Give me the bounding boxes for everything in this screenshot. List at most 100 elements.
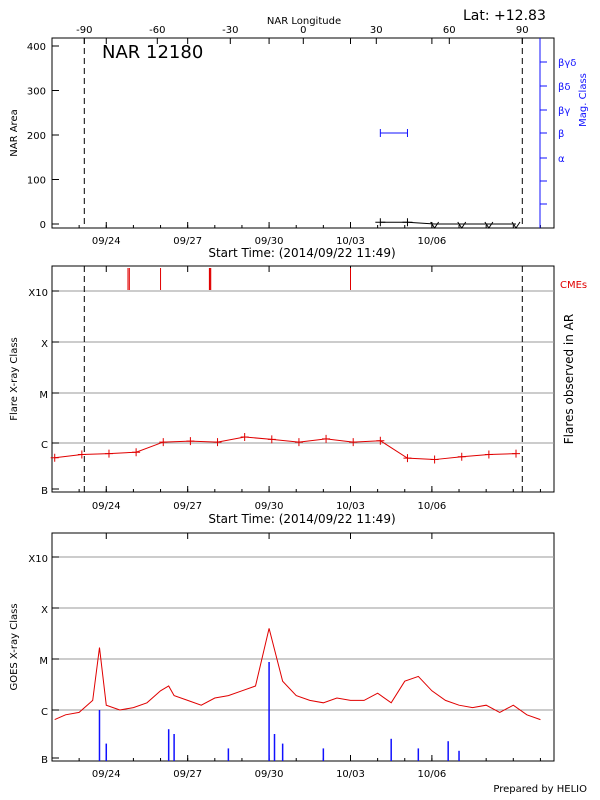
x-tick-label: 09/27: [173, 769, 202, 780]
y-tick-label: X10: [28, 554, 48, 565]
area-series: [375, 218, 521, 229]
panel2-grid: [52, 290, 554, 444]
flare-point: [430, 455, 439, 464]
y-tick-label: 0: [40, 220, 46, 231]
x-tick-label: 10/06: [417, 769, 446, 780]
flare-point: [267, 435, 276, 444]
y-tick-label: M: [39, 390, 48, 401]
panel2-ylabel: Flare X-ray Class: [9, 337, 20, 421]
cme-label: CMEs: [560, 280, 587, 291]
flare-point: [186, 437, 195, 446]
below-limit-marker: [484, 221, 494, 229]
panel2-xlabel: Start Time: (2014/09/22 11:49): [208, 512, 395, 526]
y-tick-label: B: [41, 486, 48, 497]
panel1-top-axis: -90 -60 -30 0 30 60 90: [76, 25, 529, 44]
flare-series: [50, 433, 521, 464]
mag-tick-label: α: [558, 154, 565, 165]
panel-goes: B C M X X10 09/24 09/27 09/30 10/03 10/06 GOES X…: [9, 532, 555, 780]
flare-point: [77, 450, 86, 459]
x-tick-label: 09/27: [173, 236, 202, 247]
y-tick-label: B: [41, 755, 48, 766]
x-tick-label: 09/24: [92, 501, 121, 512]
panel3-left-axis: B C M X X10: [28, 554, 59, 766]
y-tick-label: C: [41, 707, 48, 718]
panel1-frame: [51, 37, 555, 229]
mag-tick-label: βγδ: [558, 58, 576, 69]
region-title: NAR 12180: [102, 42, 203, 63]
panel1-bottom-axis: 09/24 09/27 09/30 10/03 10/06: [51, 38, 541, 247]
mag-class-series: [379, 129, 408, 137]
panel1-right-axis: α β βγ βδ βγδ: [539, 38, 576, 228]
area-point: [402, 218, 413, 227]
x-tick-label: 09/24: [92, 236, 121, 247]
top-axis-title: NAR Longitude: [267, 16, 341, 27]
flare-point: [512, 449, 521, 458]
panel2-bottom-axis: 09/24 09/27 09/30 10/03 10/06: [51, 266, 541, 512]
mag-tick-label: βδ: [558, 82, 571, 93]
panel1-ylabel: NAR Area: [9, 109, 20, 156]
below-limit-marker: [511, 221, 521, 229]
x-tick-label: 09/27: [173, 501, 202, 512]
x-tick-label: 09/30: [255, 769, 284, 780]
below-limit-marker: [430, 221, 440, 229]
top-x-tick-label: -90: [76, 25, 92, 36]
x-tick-label: 10/06: [417, 236, 446, 247]
y-tick-label: 100: [27, 176, 46, 187]
y-tick-label: M: [39, 656, 48, 667]
y-tick-label: X: [41, 605, 48, 616]
below-limit-marker: [457, 221, 467, 229]
panel1-ylabel-right: Mag. Class: [578, 73, 589, 127]
flare-point: [376, 436, 385, 445]
top-x-tick-label: -30: [222, 25, 238, 36]
y-tick-label: X: [41, 339, 48, 350]
cme-markers: [127, 268, 351, 290]
flare-point: [240, 433, 249, 442]
flare-point: [484, 450, 493, 459]
x-tick-label: 09/24: [92, 769, 121, 780]
panel2-ylabel-right: Flares observed in AR: [562, 314, 576, 444]
flare-line: [54, 436, 517, 461]
flare-point: [50, 453, 59, 462]
y-tick-label: 400: [27, 42, 46, 53]
flare-point: [457, 452, 466, 461]
panel3-bottom-axis: 09/24 09/27 09/30 10/03 10/06: [51, 533, 541, 780]
latitude-label: Lat: +12.83: [463, 8, 546, 24]
goes-long-channel-line: [54, 628, 541, 721]
flare-point: [159, 438, 168, 447]
x-tick-label: 10/03: [336, 236, 365, 247]
y-tick-label: 200: [27, 131, 46, 142]
flare-point: [104, 449, 113, 458]
x-tick-label: 10/06: [417, 501, 446, 512]
prepared-by-label: Prepared by HELIO: [493, 784, 587, 795]
x-tick-label: 10/03: [336, 769, 365, 780]
panel2-left-axis: B C M X X10: [28, 288, 59, 497]
panel2-frame: [51, 265, 555, 493]
x-tick-label: 09/30: [255, 236, 284, 247]
x-tick-label: 10/03: [336, 501, 365, 512]
mag-tick-label: βγ: [558, 106, 570, 117]
y-tick-label: 300: [27, 87, 46, 98]
flare-point: [403, 454, 412, 463]
x-tick-label: 09/30: [255, 501, 284, 512]
goes-series: [54, 628, 541, 761]
flare-point: [349, 438, 358, 447]
flare-point: [213, 438, 222, 447]
mag-tick-label: β: [558, 129, 564, 140]
panel1-xlabel: Start Time: (2014/09/22 11:49): [208, 246, 395, 260]
top-x-tick-label: -60: [149, 25, 165, 36]
panel1-left-axis: 0 100 200 300 400: [27, 42, 59, 231]
y-tick-label: C: [41, 440, 48, 451]
area-line: [380, 221, 517, 225]
panel-flare-class: B C M X X10 09/24 09/27 09/30 10/03 10/06 CMEs F…: [9, 265, 587, 526]
top-x-tick-label: 60: [443, 25, 456, 36]
top-x-tick-label: 0: [300, 25, 306, 36]
top-x-tick-label: 90: [516, 25, 529, 36]
area-point: [375, 218, 386, 227]
flare-point: [322, 434, 331, 443]
y-tick-label: X10: [28, 288, 48, 299]
panel3-ylabel: GOES X-ray Class: [9, 603, 20, 690]
top-x-tick-label: 30: [370, 25, 383, 36]
flare-point: [132, 448, 141, 457]
